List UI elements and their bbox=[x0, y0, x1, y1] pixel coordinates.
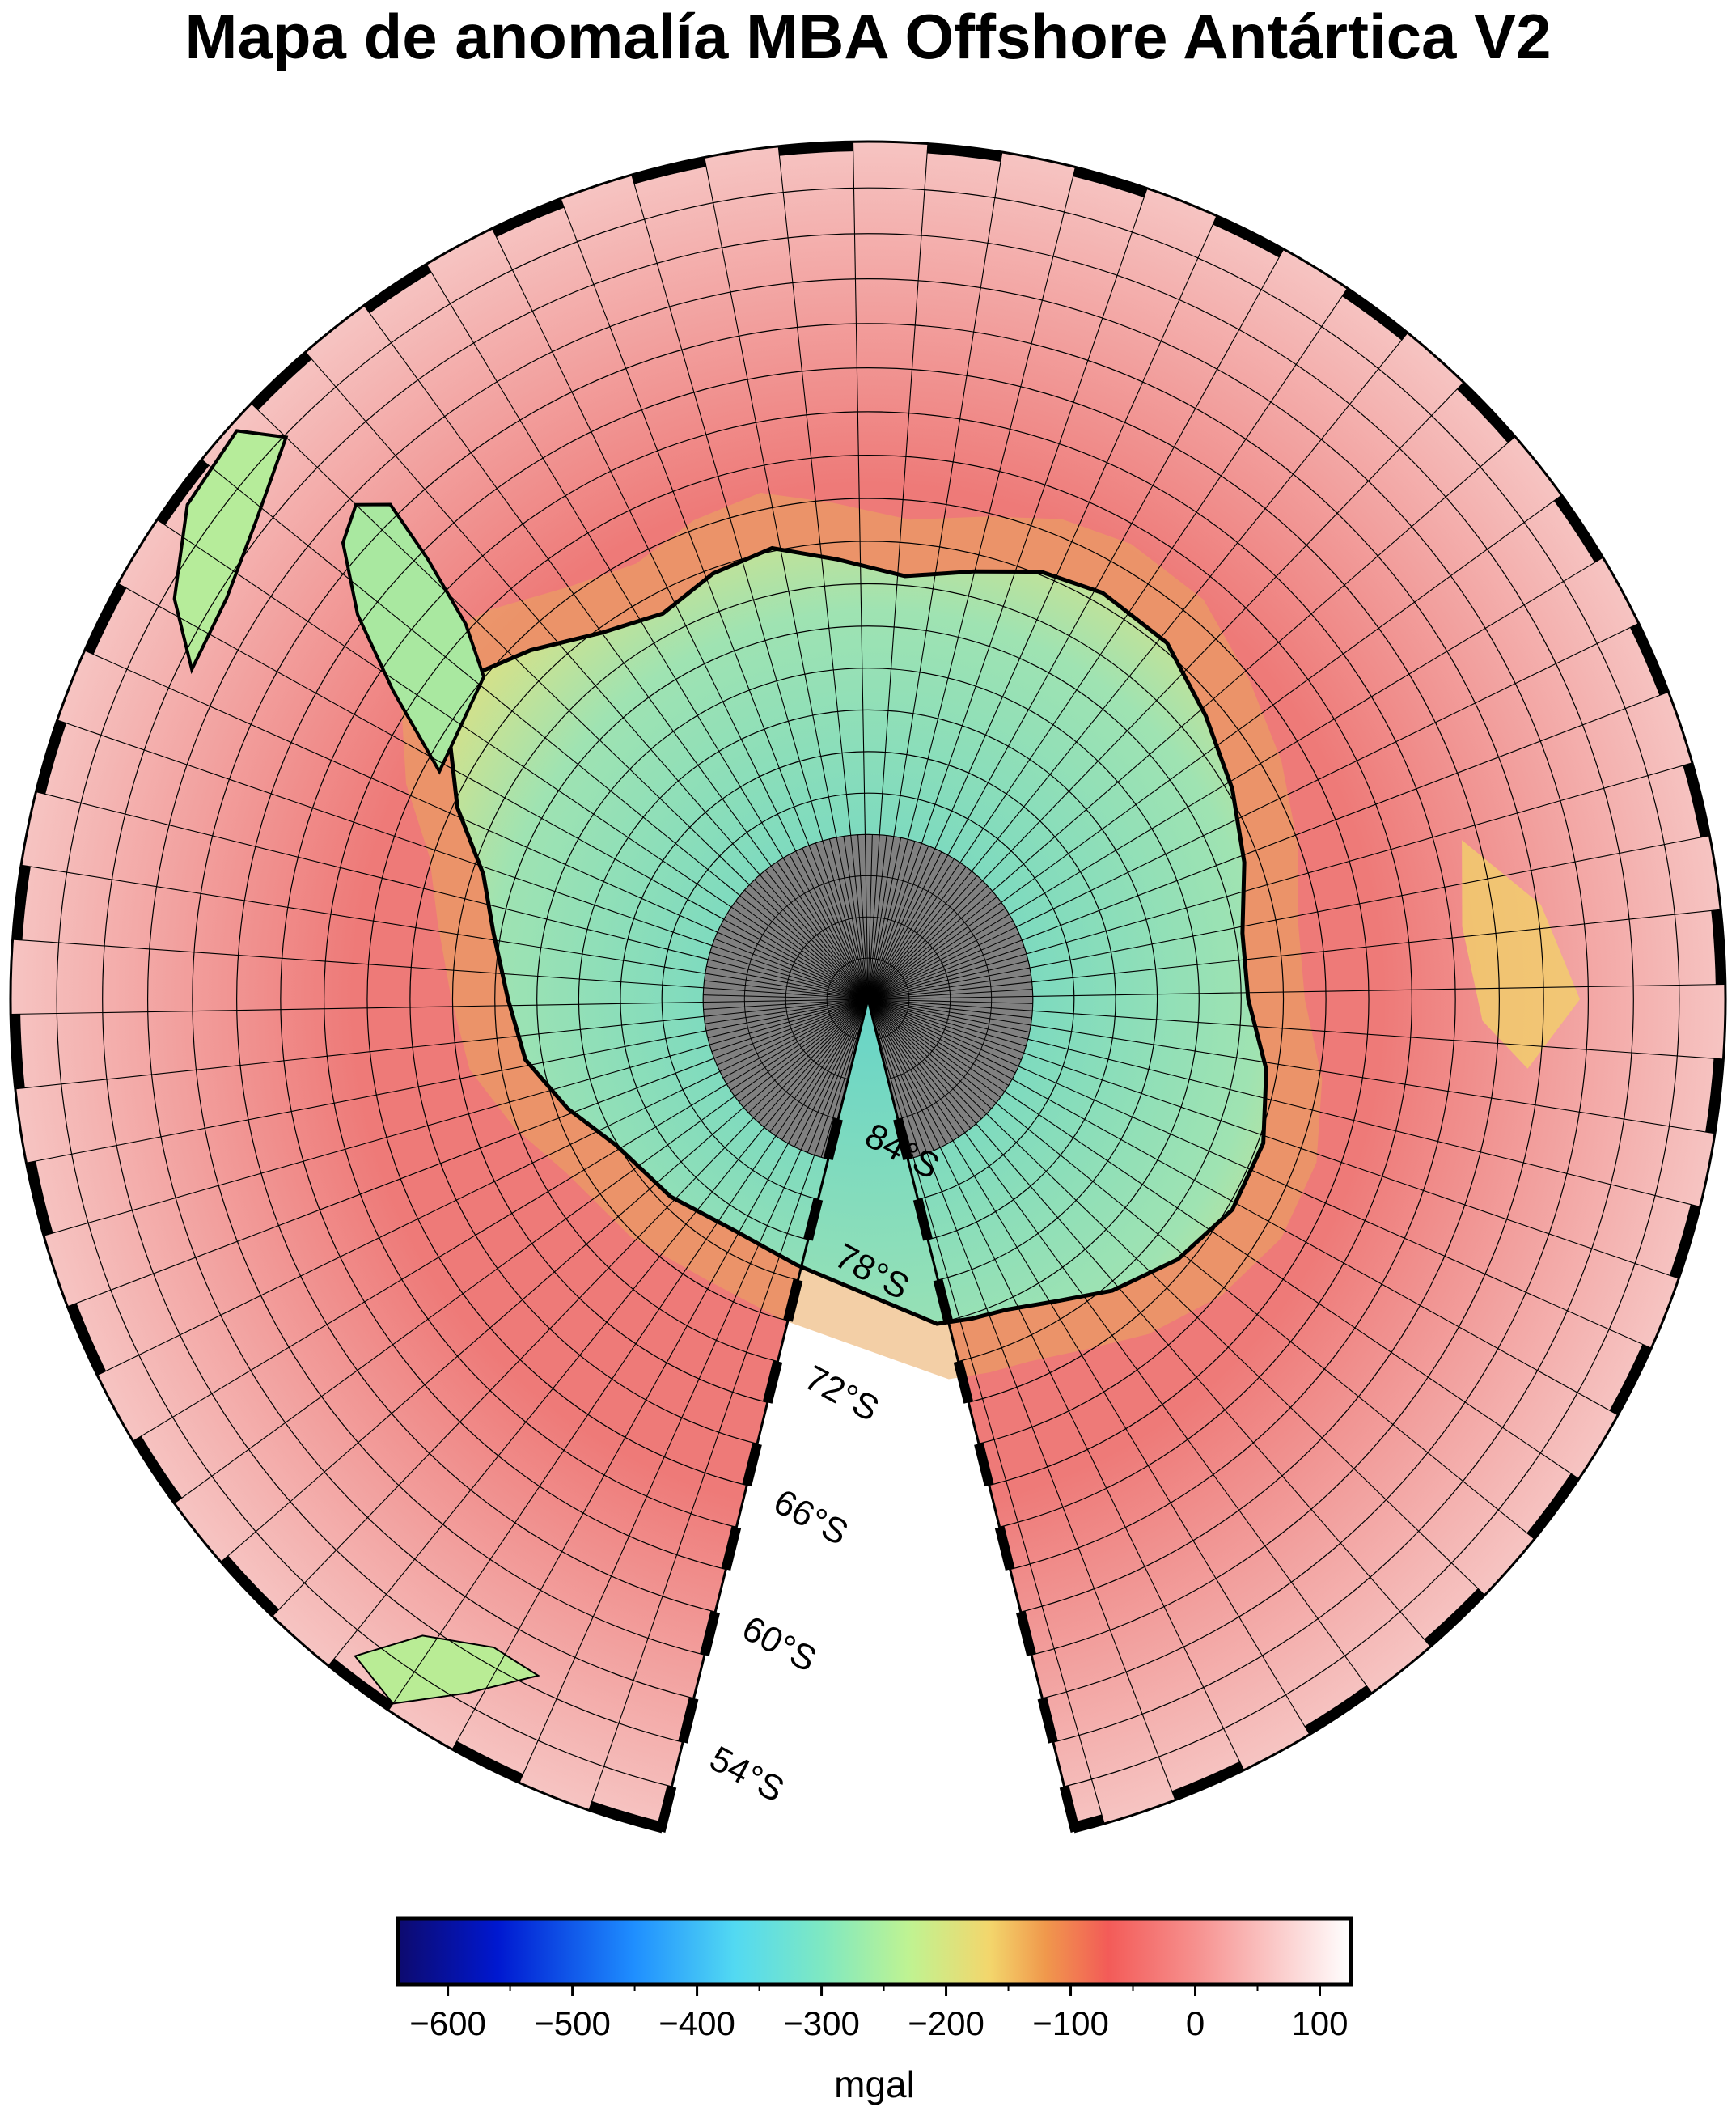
edge-segment bbox=[721, 1525, 742, 1571]
cap-parallel bbox=[785, 916, 951, 1080]
frame-segment bbox=[1213, 215, 1284, 258]
parallel-line bbox=[620, 751, 1116, 1240]
frame-segment bbox=[36, 719, 67, 795]
parallel-line bbox=[147, 278, 1589, 1699]
parallel-line bbox=[578, 709, 1158, 1281]
frame-segment bbox=[251, 352, 312, 410]
edge-segment bbox=[678, 1697, 699, 1744]
colorbar-tick-label: 0 bbox=[1186, 2004, 1205, 2042]
cap-parallel bbox=[826, 957, 910, 1040]
frame-segment bbox=[1457, 382, 1515, 443]
frame-segment bbox=[1705, 1058, 1724, 1134]
new-zealand-plateau bbox=[354, 1634, 540, 1705]
edge-segment bbox=[933, 1278, 953, 1322]
frame-segment bbox=[1073, 1814, 1105, 1832]
antarctic-peninsula bbox=[341, 502, 486, 775]
cap-parallel bbox=[702, 833, 1034, 1160]
edge-segment bbox=[742, 1442, 762, 1487]
frame-segment bbox=[1171, 1761, 1244, 1800]
parallel-line bbox=[192, 323, 1544, 1656]
frame-segment bbox=[1526, 1473, 1579, 1540]
frame-segment bbox=[221, 1555, 279, 1617]
edge-segment bbox=[823, 1117, 843, 1161]
edge-segment bbox=[1059, 1785, 1081, 1833]
south-america-tip bbox=[172, 429, 289, 675]
frame-segment bbox=[1669, 1204, 1700, 1279]
edge-segment bbox=[803, 1198, 824, 1241]
frame-segment bbox=[12, 865, 31, 940]
frame-segment bbox=[1683, 762, 1710, 838]
frame-segment bbox=[84, 583, 127, 655]
map-title: Mapa de anomalía MBA Offshore Antártica … bbox=[184, 1, 1552, 72]
frame-segment bbox=[1304, 1685, 1373, 1735]
edge-segment bbox=[912, 1198, 933, 1241]
frame-segment bbox=[927, 143, 1002, 162]
polar-cap-meridians bbox=[702, 833, 1034, 1160]
cap-parallel bbox=[743, 875, 993, 1120]
edge-segment bbox=[974, 1442, 994, 1487]
frame-segment bbox=[363, 264, 432, 314]
colorbar-tick-label: −600 bbox=[409, 2004, 486, 2042]
parallel-line bbox=[366, 498, 1370, 1486]
edge-segment bbox=[762, 1360, 783, 1404]
frame-segment bbox=[1609, 1344, 1652, 1415]
edge-segment bbox=[700, 1610, 721, 1656]
edge-segment bbox=[655, 1785, 677, 1833]
colorbar-tick-label: −400 bbox=[658, 2004, 735, 2042]
parallel-line bbox=[536, 668, 1200, 1321]
edge-segment bbox=[994, 1525, 1015, 1571]
parallel-line bbox=[661, 792, 1075, 1200]
parallel-line bbox=[280, 411, 1456, 1571]
edge-segment bbox=[1037, 1697, 1058, 1744]
map-body: 54°S60°S66°S72°S78°S84°S bbox=[9, 140, 1727, 1834]
parallel-line bbox=[494, 625, 1242, 1363]
parallel-line bbox=[236, 367, 1500, 1613]
colorbar-unit: mgal bbox=[834, 2063, 915, 2105]
frame-segment bbox=[67, 1303, 107, 1376]
colorbar-tick-label: −200 bbox=[908, 2004, 984, 2042]
parallel-line bbox=[324, 455, 1412, 1528]
colorbar-tick-label: 100 bbox=[1291, 2004, 1348, 2042]
map-frame bbox=[9, 140, 1727, 1834]
colorbar-tick-label: −500 bbox=[534, 2004, 611, 2042]
latitude-label: 72°S bbox=[798, 1358, 886, 1429]
edge-segment bbox=[1015, 1610, 1036, 1656]
frame-segment bbox=[452, 1740, 523, 1783]
parallel-line bbox=[102, 233, 1634, 1743]
colorbar-gradient bbox=[396, 1916, 1353, 1987]
edge-segment bbox=[893, 1117, 913, 1161]
frame-segment bbox=[26, 1160, 53, 1236]
frame-segment bbox=[1629, 623, 1669, 696]
latitude-label: 66°S bbox=[768, 1482, 855, 1553]
parallel-line bbox=[451, 583, 1285, 1403]
colorbar-tick-label: −300 bbox=[783, 2004, 860, 2042]
parallel-line bbox=[56, 187, 1680, 1787]
frame-segment bbox=[133, 1435, 183, 1504]
frame-segment bbox=[1553, 494, 1603, 563]
latitude-label: 60°S bbox=[736, 1609, 824, 1680]
frame-segment bbox=[328, 1658, 394, 1711]
colorbar-tick-label: −100 bbox=[1032, 2004, 1109, 2042]
colorbar-ticks: −600 −500 −400 −300 −200 −100 0 100 bbox=[409, 1985, 1349, 2042]
frame-segment bbox=[1073, 167, 1148, 198]
colorbar: −600 −500 −400 −300 −200 −100 0 100 mgal bbox=[396, 1916, 1353, 2105]
latitude-label: 54°S bbox=[703, 1739, 790, 1810]
frame-segment bbox=[1424, 1588, 1485, 1647]
frame-segment bbox=[588, 1800, 663, 1832]
frame-segment bbox=[631, 157, 707, 184]
edge-segment bbox=[953, 1360, 974, 1404]
frame-outline bbox=[9, 140, 1727, 1834]
frame-segment bbox=[1342, 288, 1408, 341]
frame-segment bbox=[157, 459, 210, 525]
edge-segment bbox=[783, 1278, 803, 1322]
parallel-line bbox=[409, 541, 1327, 1444]
frame-segment bbox=[492, 198, 565, 238]
